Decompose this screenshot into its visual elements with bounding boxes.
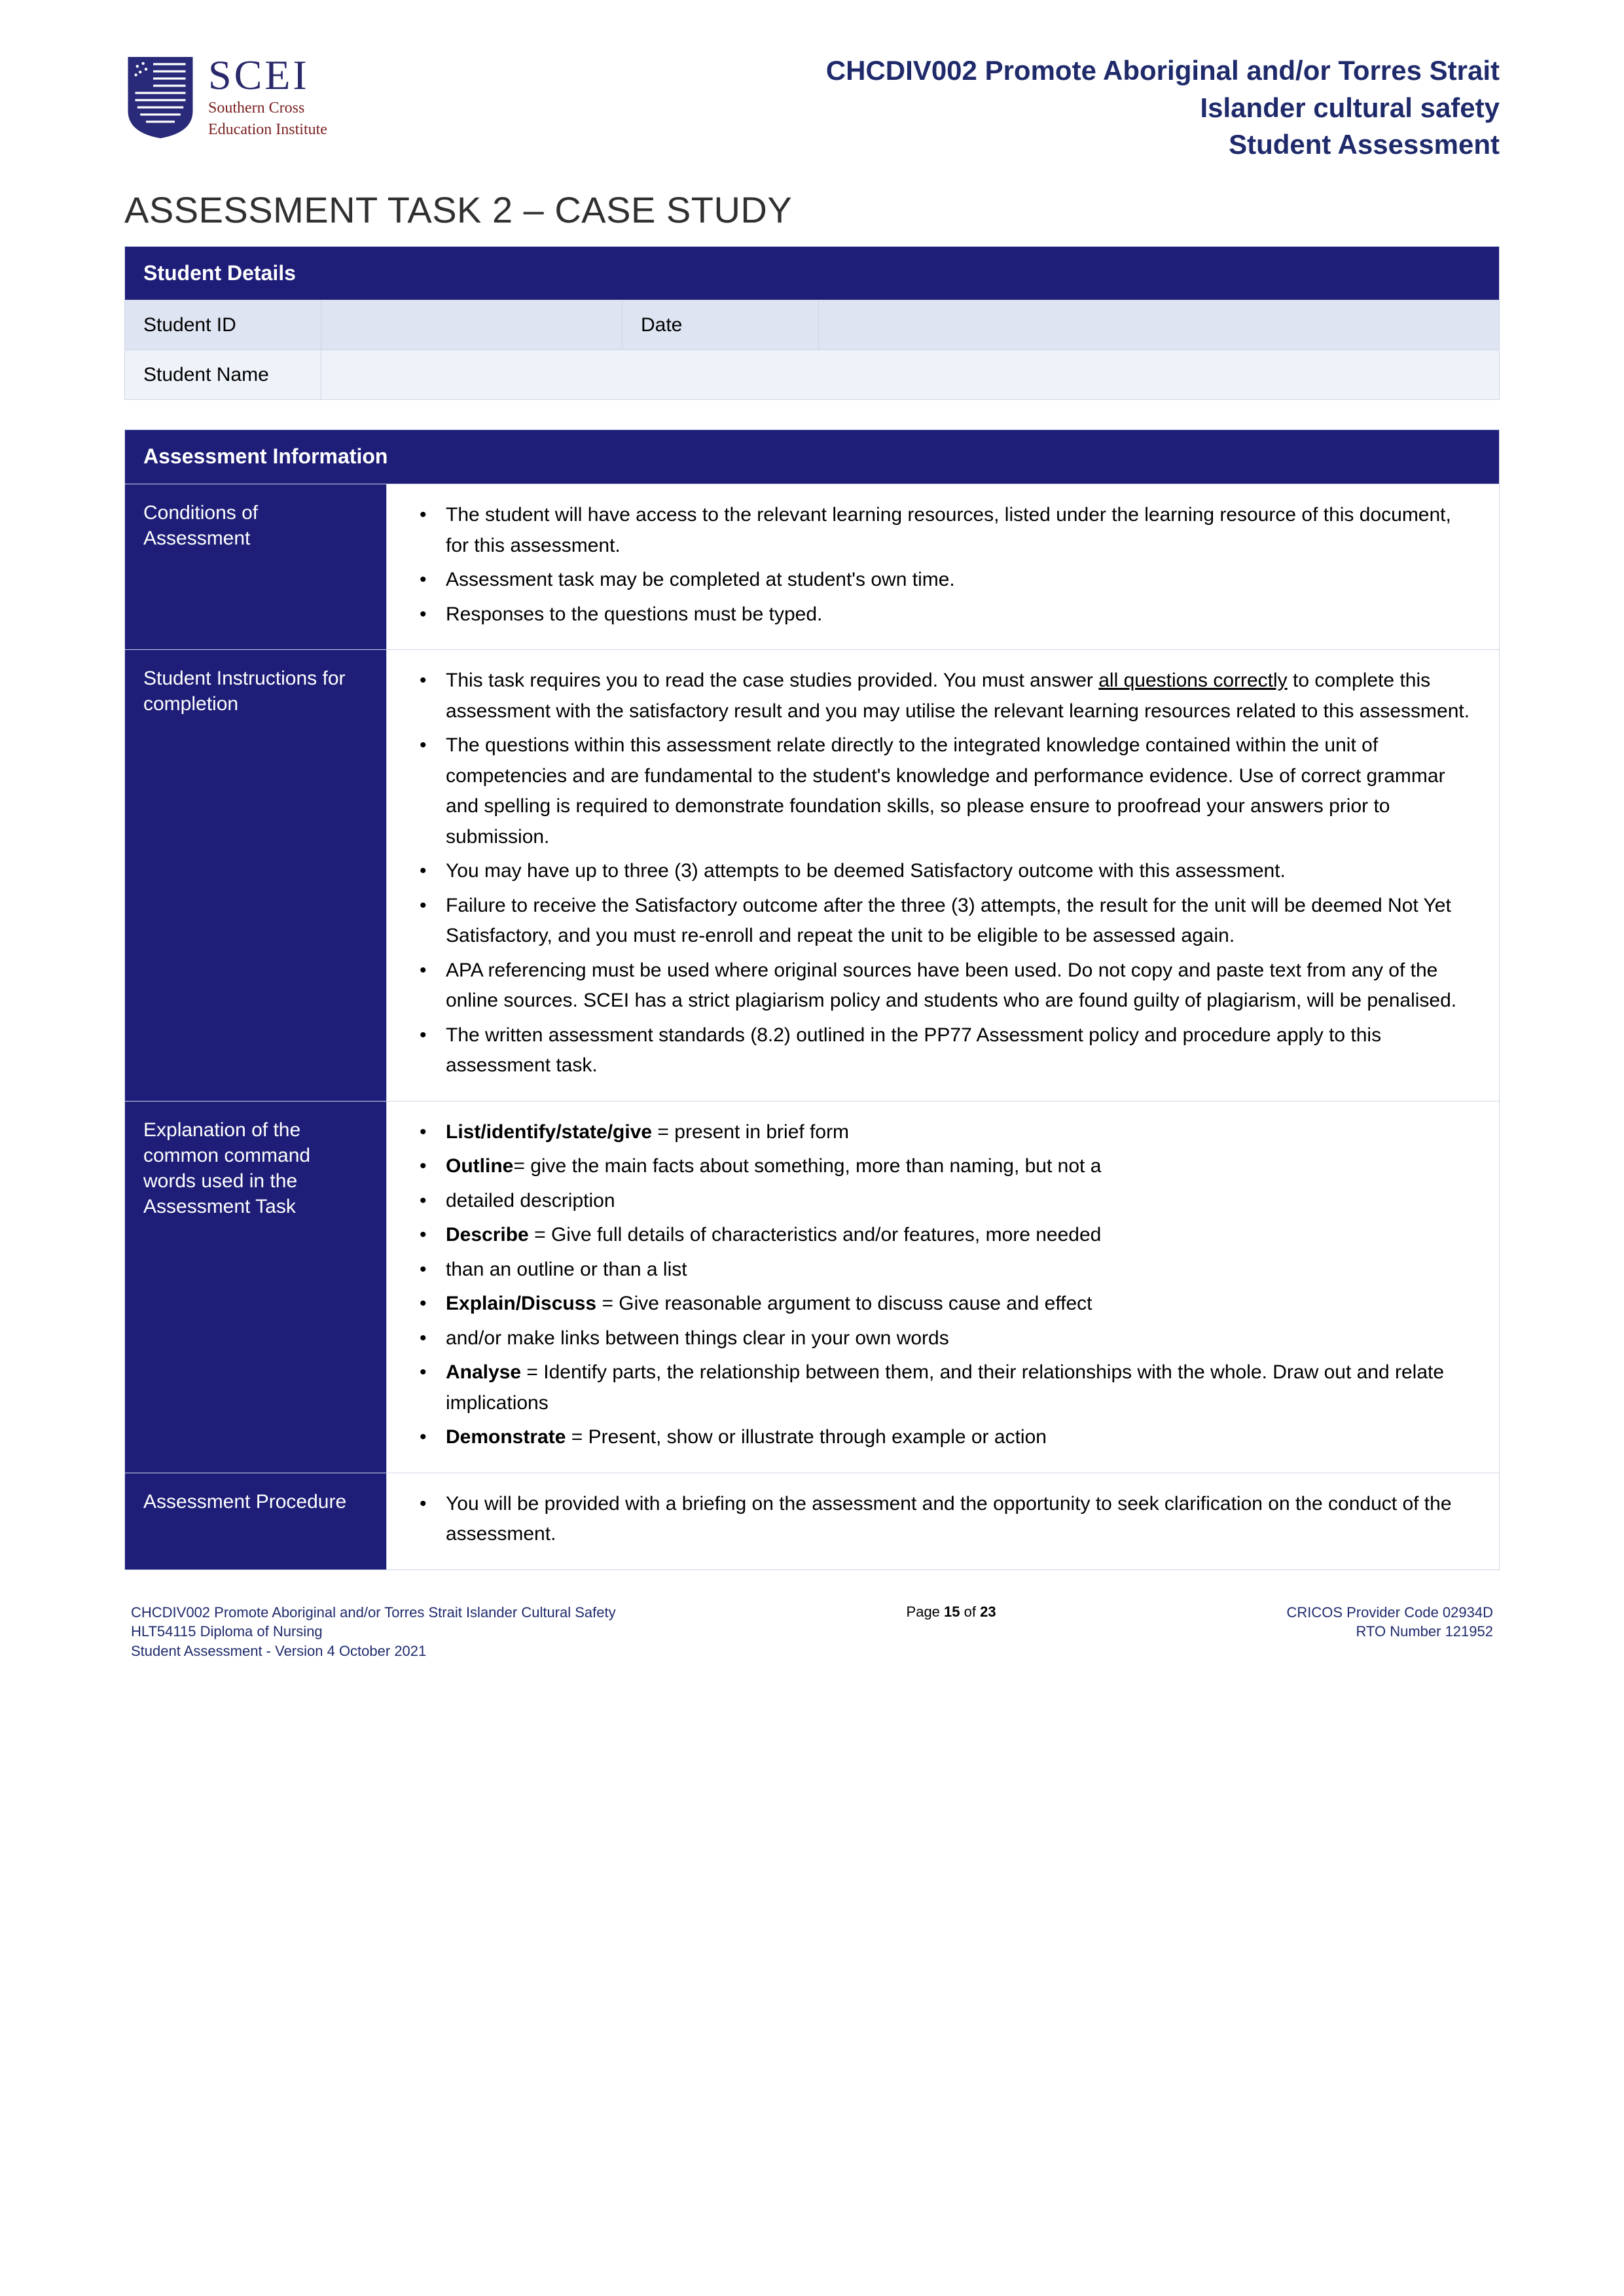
bullet-item: Demonstrate = Present, show or illustrat… [406, 1422, 1479, 1453]
logo-block: SCEI Southern Cross Education Institute [124, 52, 327, 141]
logo-subtitle-1: Southern Cross [208, 99, 327, 118]
bullet-item: detailed description [406, 1186, 1479, 1217]
bullet-item: You will be provided with a briefing on … [406, 1489, 1479, 1550]
bullet-item: The written assessment standards (8.2) o… [406, 1020, 1479, 1081]
info-row-content: The student will have access to the rele… [387, 484, 1500, 650]
info-row-content: This task requires you to read the case … [387, 650, 1500, 1102]
bullet-list: You will be provided with a briefing on … [406, 1489, 1479, 1550]
student-id-row: Student ID Date [125, 300, 1500, 350]
header-title-block: CHCDIV002 Promote Aboriginal and/or Torr… [347, 52, 1500, 164]
assessment-info-header: Assessment Information [125, 430, 1500, 484]
bullet-item: Describe = Give full details of characte… [406, 1220, 1479, 1251]
bullet-item: The questions within this assessment rel… [406, 730, 1479, 852]
bullet-item: This task requires you to read the case … [406, 666, 1479, 726]
bullet-item: and/or make links between things clear i… [406, 1323, 1479, 1354]
page-header: SCEI Southern Cross Education Institute … [124, 52, 1500, 164]
bullet-item: Analyse = Identify parts, the relationsh… [406, 1357, 1479, 1418]
info-row-label: Student Instructions for completion [125, 650, 387, 1102]
header-title-3: Student Assessment [347, 126, 1500, 164]
footer-left: CHCDIV002 Promote Aboriginal and/or Torr… [131, 1603, 616, 1661]
main-title: ASSESSMENT TASK 2 – CASE STUDY [124, 187, 1500, 234]
footer-cricos: CRICOS Provider Code 02934D [1287, 1603, 1493, 1623]
student-id-value[interactable] [321, 300, 623, 350]
bullet-item: Assessment task may be completed at stud… [406, 565, 1479, 596]
footer-course: CHCDIV002 Promote Aboriginal and/or Torr… [131, 1603, 616, 1623]
bullet-list: List/identify/state/give = present in br… [406, 1117, 1479, 1453]
header-title-1: CHCDIV002 Promote Aboriginal and/or Torr… [347, 52, 1500, 90]
info-row: Student Instructions for completion This … [125, 650, 1500, 1102]
assessment-info-table: Assessment Information Conditions of Ass… [124, 429, 1500, 1570]
date-label: Date [623, 300, 819, 350]
info-row: Conditions of Assessment The student will… [125, 484, 1500, 650]
bullet-item: APA referencing must be used where origi… [406, 956, 1479, 1016]
student-details-header: Student Details [125, 246, 1500, 300]
student-id-label: Student ID [125, 300, 321, 350]
info-row-label: Assessment Procedure [125, 1473, 387, 1570]
info-row-content: You will be provided with a briefing on … [387, 1473, 1500, 1570]
logo-subtitle-2: Education Institute [208, 120, 327, 139]
footer-qual: HLT54115 Diploma of Nursing [131, 1622, 616, 1641]
footer-right: CRICOS Provider Code 02934D RTO Number 1… [1287, 1603, 1493, 1641]
bullet-item: You may have up to three (3) attempts to… [406, 856, 1479, 887]
student-details-table: Student Details Student ID Date Student … [124, 246, 1500, 401]
footer-rto: RTO Number 121952 [1287, 1622, 1493, 1641]
bullet-item: Failure to receive the Satisfactory outc… [406, 891, 1479, 952]
student-name-row: Student Name [125, 350, 1500, 400]
bullet-item: List/identify/state/give = present in br… [406, 1117, 1479, 1148]
bullet-item: than an outline or than a list [406, 1255, 1479, 1285]
footer-version: Student Assessment - Version 4 October 2… [131, 1641, 616, 1661]
bullet-item: Responses to the questions must be typed… [406, 600, 1479, 630]
footer-page: Page 15 of 23 [907, 1603, 996, 1622]
bullet-item: Explain/Discuss = Give reasonable argume… [406, 1289, 1479, 1319]
info-row: Assessment Procedure You will be provided… [125, 1473, 1500, 1570]
bullet-item: Outline= give the main facts about somet… [406, 1151, 1479, 1182]
info-row: Explanation of the common command words … [125, 1101, 1500, 1473]
scei-shield-icon [124, 52, 196, 141]
page-footer: CHCDIV002 Promote Aboriginal and/or Torr… [124, 1603, 1500, 1661]
bullet-list: This task requires you to read the case … [406, 666, 1479, 1081]
bullet-item: The student will have access to the rele… [406, 500, 1479, 561]
logo-letters: SCEI [208, 54, 327, 96]
date-value[interactable] [819, 300, 1500, 350]
info-row-label: Conditions of Assessment [125, 484, 387, 650]
bullet-list: The student will have access to the rele… [406, 500, 1479, 630]
student-name-label: Student Name [125, 350, 321, 400]
logo-text: SCEI Southern Cross Education Institute [208, 54, 327, 139]
info-row-content: List/identify/state/give = present in br… [387, 1101, 1500, 1473]
header-title-2: Islander cultural safety [347, 90, 1500, 127]
student-name-value[interactable] [321, 350, 1500, 400]
info-row-label: Explanation of the common command words … [125, 1101, 387, 1473]
